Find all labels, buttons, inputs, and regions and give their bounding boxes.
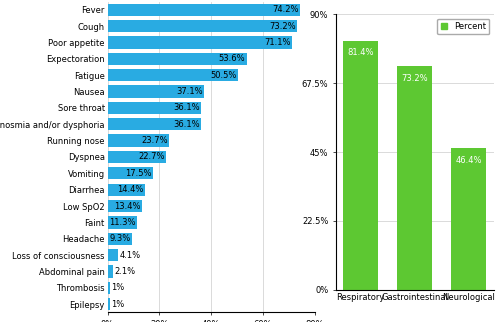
Text: 2.1%: 2.1% [114,267,135,276]
Bar [108,151,166,163]
Bar [397,66,432,290]
Bar [108,249,118,261]
Text: 1%: 1% [111,283,124,292]
Text: 37.1%: 37.1% [176,87,203,96]
Text: 9.3%: 9.3% [109,234,130,243]
Text: 46.4%: 46.4% [456,156,482,165]
Text: 53.6%: 53.6% [218,54,245,63]
Bar [451,148,486,290]
Bar [108,265,113,278]
Legend: Percent: Percent [438,19,490,34]
Bar [108,118,201,130]
Bar [108,298,110,310]
Bar [108,200,142,212]
Text: 4.1%: 4.1% [119,251,141,260]
Text: 73.2%: 73.2% [270,22,296,31]
Text: 50.5%: 50.5% [211,71,237,80]
Text: 81.4%: 81.4% [348,48,374,57]
Bar [108,36,292,49]
Text: 73.2%: 73.2% [402,73,428,82]
Text: 11.3%: 11.3% [109,218,136,227]
Bar [108,69,238,81]
Bar [108,53,246,65]
Bar [108,135,169,147]
Bar [343,41,378,290]
Text: 17.5%: 17.5% [125,169,152,178]
Bar [108,282,110,294]
Text: 1%: 1% [111,300,124,309]
Text: 23.7%: 23.7% [141,136,168,145]
Bar [108,4,300,16]
Bar [108,167,153,179]
Bar [108,102,201,114]
Text: 36.1%: 36.1% [173,103,200,112]
Text: 22.7%: 22.7% [138,153,165,161]
Text: 14.4%: 14.4% [117,185,143,194]
Text: 13.4%: 13.4% [114,202,141,211]
Text: 74.2%: 74.2% [272,5,298,14]
Bar [108,85,204,98]
Legend: Percent: Percent [352,186,404,202]
Text: 71.1%: 71.1% [264,38,290,47]
Bar [108,184,145,196]
Text: 36.1%: 36.1% [173,120,200,129]
Bar [108,216,137,229]
Bar [108,20,298,32]
Bar [108,232,132,245]
